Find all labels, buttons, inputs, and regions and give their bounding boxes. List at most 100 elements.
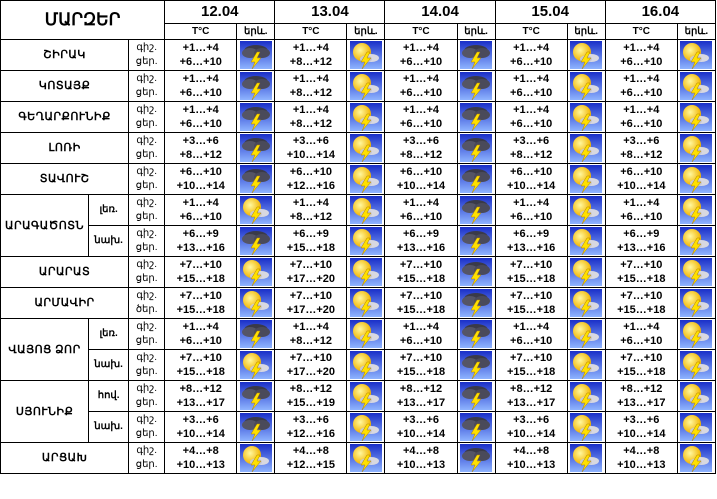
period-label: գիշ.: [136, 290, 158, 301]
weather-icon-cell: [456, 39, 496, 71]
weather-icon-cell: [676, 256, 717, 288]
temperature-cell: +1…+4 +6…+10: [604, 70, 678, 102]
weather-icon-cell: [456, 70, 496, 102]
night-temp: +6…+9: [292, 228, 329, 240]
weather-icon-cell: [346, 318, 386, 350]
cloud-storm-icon: [460, 289, 493, 317]
period-label: գիշ.: [136, 135, 158, 146]
sun-storm-icon: [570, 413, 603, 441]
cloud-storm-icon: [239, 382, 272, 410]
night-temp: +7…+10: [289, 352, 332, 364]
temperature-cell: +3…+6 +8…+12: [164, 132, 238, 164]
temperature-cell: +1…+4 +6…+10: [384, 39, 458, 71]
temperature-cell: +6…+10 +10…+14: [494, 163, 568, 195]
sun-storm-icon: [570, 382, 603, 410]
weather-icon-cell: [346, 39, 386, 71]
sun-storm-icon: [349, 134, 382, 162]
night-temp: +4…+8: [402, 445, 440, 457]
night-temp: +1…+4: [182, 42, 219, 54]
night-temp: +3…+6: [182, 414, 219, 426]
period-label: ցեր.: [135, 459, 158, 470]
period-label: գիշ.: [136, 42, 158, 53]
weather-icon-cell: [566, 380, 606, 412]
night-temp: +1…+4: [402, 73, 440, 85]
day-temp: +8…+12: [620, 149, 663, 161]
temperature-cell: +1…+4 +6…+10: [164, 194, 238, 226]
weather-icon-cell: [346, 225, 386, 257]
period-label: ցեր.: [135, 87, 158, 98]
day-temp: +15…+18: [176, 366, 225, 378]
region-row: ՇԻՐԱԿ գիշ. ցեր. +1…+4 +6…+10 +1…+4 +8…+12 +1…+4…: [0, 39, 717, 71]
night-temp: +7…+10: [399, 259, 443, 271]
period-label: ցեր.: [135, 149, 158, 160]
weather-icon-cell: [346, 101, 386, 133]
temperature-cell: +1…+4 +6…+10: [164, 70, 238, 102]
region-row: ԿՈՏԱՅՔ գիշ. ցեր. +1…+4 +6…+10 +1…+4 +8…+12 +1…+…: [0, 70, 717, 102]
night-temp: +1…+4: [292, 104, 329, 116]
sun-storm-icon: [680, 196, 713, 224]
cloud-storm-icon: [460, 320, 493, 348]
night-temp: +1…+4: [402, 104, 440, 116]
weather-icon-cell: [676, 194, 717, 226]
region-row: ՍՅՈՒՆԻՔ հով. գիշ. ցեր. +8…+12 +13…+17 +8…+12 +1…: [0, 380, 717, 443]
period-label: ծեր.: [135, 304, 158, 315]
region-name: ԱՐՄԱՎԻՐ: [0, 287, 130, 319]
weather-icon-cell: [566, 194, 606, 226]
day-temp: +6…+10: [510, 211, 553, 223]
weather-icon-cell: [236, 225, 276, 257]
sun-storm-icon: [570, 41, 603, 69]
date-header: 15.04: [494, 0, 606, 24]
night-temp: +3…+6: [292, 135, 329, 147]
night-temp: +3…+6: [402, 414, 440, 426]
temperature-cell: +1…+4 +6…+10: [604, 194, 678, 226]
temperature-cell: +1…+4 +8…+12: [274, 70, 348, 102]
night-temp: +6…+10: [179, 166, 222, 178]
day-temp: +6…+10: [179, 118, 222, 130]
sun-storm-icon: [239, 444, 272, 472]
sun-storm-icon: [680, 258, 713, 286]
day-temp: +10…+14: [617, 428, 666, 440]
temperature-cell: +7…+10 +15…+18: [164, 349, 238, 381]
day-temp: +6…+10: [399, 56, 443, 68]
cloud-storm-icon: [460, 444, 493, 472]
temperature-cell: +8…+12 +13…+17: [384, 380, 458, 412]
weather-icon-cell: [236, 256, 276, 288]
period-labels: գիշ. ցեր.: [128, 442, 166, 474]
period-labels: գիշ. ցեր.: [128, 39, 166, 71]
day-temp: +15…+18: [176, 273, 225, 285]
temperature-cell: +6…+9 +13…+16: [164, 225, 238, 257]
temperature-cell: +8…+12 +13…+17: [494, 380, 568, 412]
temperature-cell: +1…+4 +6…+10: [164, 39, 238, 71]
region-row: ԱՐԱԳԱԾՈՏՆ լեռ. գիշ. ցեր. +1…+4 +6…+10 +1…+4 +8……: [0, 194, 717, 257]
sun-storm-icon: [349, 72, 382, 100]
night-temp: +7…+10: [620, 290, 663, 302]
day-temp: +10…+14: [396, 180, 446, 192]
sun-storm-icon: [570, 103, 603, 131]
period-label: ցեր.: [135, 56, 158, 67]
temperature-cell: +3…+6 +10…+14: [274, 132, 348, 164]
sun-storm-icon: [570, 258, 603, 286]
night-temp: +3…+6: [623, 135, 660, 147]
night-temp: +1…+4: [402, 321, 440, 333]
weather-icon-cell: [456, 318, 496, 350]
day-temp: +6…+10: [399, 335, 443, 347]
temp-header: T°C: [494, 23, 568, 40]
sun-storm-icon: [570, 134, 603, 162]
sun-storm-icon: [680, 72, 713, 100]
night-temp: +3…+6: [182, 135, 219, 147]
day-temp: +15…+18: [286, 242, 336, 254]
temperature-cell: +3…+6 +8…+12: [384, 132, 458, 164]
temperature-cell: +8…+12 +13…+17: [604, 380, 678, 412]
temperature-cell: +6…+10 +12…+16: [274, 163, 348, 195]
region-name: ԳԵՂԱՐՔՈՒՆԻՔ: [0, 101, 130, 133]
temperature-cell: +7…+10 +15…+18: [494, 256, 568, 288]
period-label: ցեր.: [135, 428, 158, 439]
weather-icon-cell: [236, 442, 276, 474]
weather-icon-cell: [566, 39, 606, 71]
temperature-cell: +6…+10 +10…+14: [604, 163, 678, 195]
temperature-cell: +7…+10 +15…+18: [494, 349, 568, 381]
day-temp: +10…+14: [176, 180, 225, 192]
region-row: նախ. գիշ. ցեր. +6…+9 +13…+16 +6…+9 +15…+18 +6…+…: [1, 225, 717, 257]
period-label: գիշ.: [136, 445, 158, 456]
temperature-cell: +7…+10 +15…+18: [164, 256, 238, 288]
